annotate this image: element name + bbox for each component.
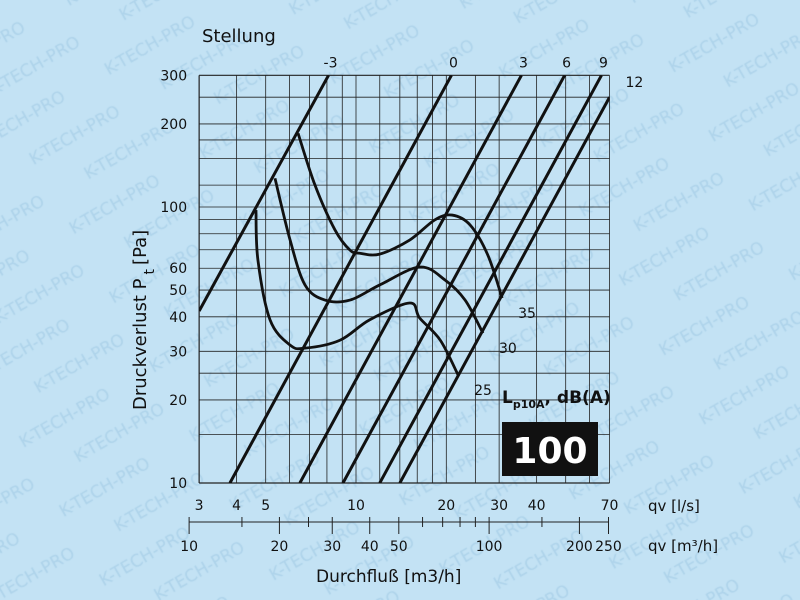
x-tick-label-ls: 5 <box>261 498 270 514</box>
y-axis-label: Druckverlust Pt[Pa] <box>130 230 158 410</box>
y-tick-label: 100 <box>160 200 187 216</box>
stellung-line-0 <box>228 75 453 483</box>
y-tick-label: 50 <box>169 283 187 299</box>
y-tick-label: 40 <box>169 310 187 326</box>
x-tick-label-m3h: 40 <box>361 539 379 555</box>
stellung-line-6 <box>341 75 566 483</box>
stellung-label: 9 <box>599 55 608 71</box>
noise-curve-35 <box>296 132 504 299</box>
noise-curve-label: 30 <box>499 341 517 357</box>
curves <box>199 75 610 483</box>
y-tick-label: 20 <box>169 393 187 409</box>
x-tick-label-ls: 10 <box>347 498 365 514</box>
y-tick-label: 200 <box>160 117 187 133</box>
x-tick-label-m3h: 50 <box>390 539 408 555</box>
x-tick-label-m3h: 30 <box>323 539 341 555</box>
noise-curve-25 <box>254 209 460 376</box>
stellung-line--3 <box>199 75 330 312</box>
x-tick-label-m3h: 200 <box>566 539 593 555</box>
x-tick-label-ls: 20 <box>437 498 455 514</box>
x-tick-label-m3h: 250 <box>595 539 622 555</box>
x-tick-label-ls: 30 <box>490 498 508 514</box>
x-axis-ls-label: qv [l/s] <box>648 497 700 515</box>
stellung-label: 12 <box>626 75 644 91</box>
noise-curve-label: 35 <box>518 306 536 322</box>
y-tick-label: 10 <box>169 476 187 492</box>
x-tick-label-ls: 4 <box>232 498 241 514</box>
stellung-label: 0 <box>449 55 458 71</box>
noise-curve-30 <box>273 178 485 334</box>
x-axis-m3h-label: qv [m³/h] <box>648 537 718 555</box>
x-tick-label-ls: 3 <box>195 498 204 514</box>
chart-title: Stellung <box>202 26 276 47</box>
y-tick-label: 300 <box>160 68 187 84</box>
stellung-line-12 <box>398 96 610 483</box>
stellung-line-9 <box>378 75 603 483</box>
y-tick-label: 30 <box>169 344 187 360</box>
stellung-label: 3 <box>519 55 528 71</box>
x-axis-title: Durchfluß [m3/h] <box>316 567 461 587</box>
x-tick-label-ls: 40 <box>528 498 546 514</box>
noise-curve-label: 25 <box>474 383 492 399</box>
x-tick-label-ls: 70 <box>601 498 619 514</box>
noise-legend-label: Lp10A, dB(A) <box>502 388 611 411</box>
stellung-label: -3 <box>324 55 338 71</box>
model-badge-text: 100 <box>512 431 587 472</box>
model-badge <box>502 422 598 476</box>
stellung-line-3 <box>298 75 523 483</box>
x-tick-label-m3h: 10 <box>180 539 198 555</box>
x-tick-label-m3h: 100 <box>476 539 503 555</box>
stellung-label: 6 <box>562 55 571 71</box>
y-tick-label: 60 <box>169 261 187 277</box>
x-tick-label-m3h: 20 <box>271 539 289 555</box>
